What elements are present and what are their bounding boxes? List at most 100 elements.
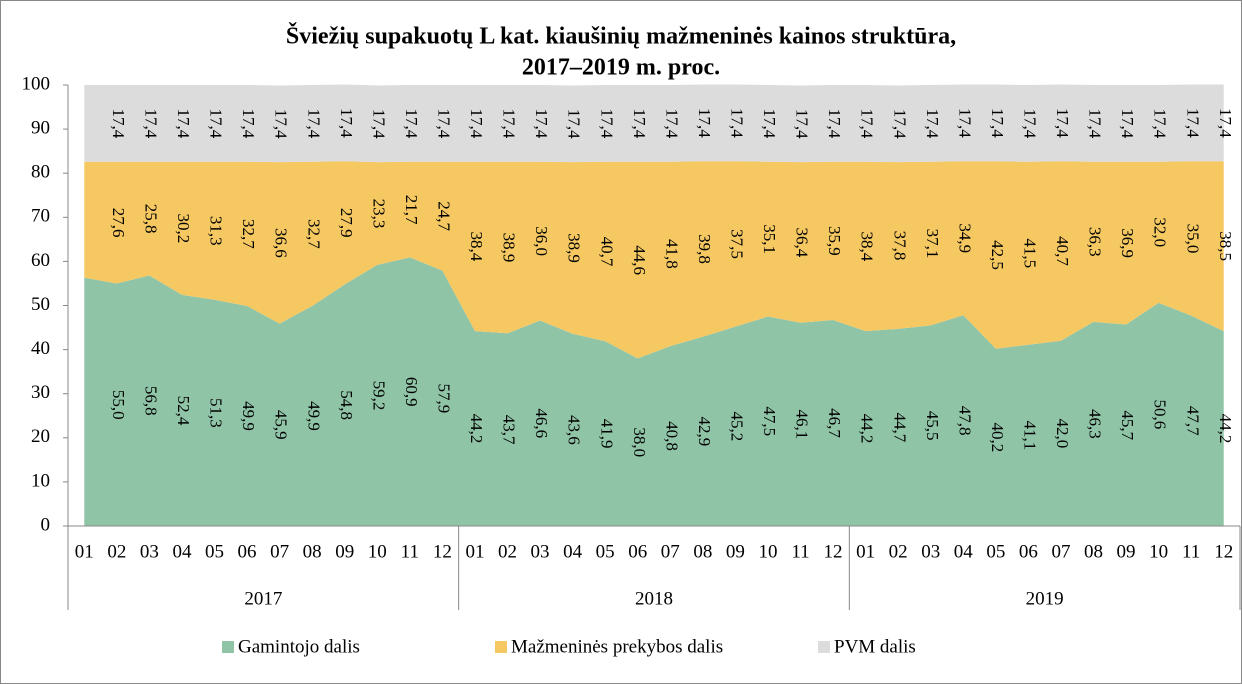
data-label: 55,0	[109, 390, 128, 420]
data-label: 41,5	[1020, 238, 1039, 268]
data-label: 40,7	[597, 237, 616, 267]
x-tick-label: 08	[1084, 541, 1103, 562]
x-tick-label: 12	[824, 541, 843, 562]
data-label: 32,7	[239, 219, 258, 249]
y-tick-label: 70	[31, 206, 50, 227]
data-label: 34,9	[955, 223, 974, 253]
data-label: 42,9	[695, 417, 714, 447]
y-tick-label: 20	[31, 426, 50, 447]
x-tick-label: 09	[726, 541, 745, 562]
data-label: 60,9	[402, 377, 421, 407]
data-label: 45,7	[1118, 410, 1137, 440]
data-label: 51,3	[207, 398, 226, 428]
data-label: 37,5	[727, 229, 746, 259]
x-tick-label: 03	[531, 541, 550, 562]
legend-label: PVM dalis	[834, 636, 916, 657]
data-label: 37,8	[890, 231, 909, 261]
data-label: 44,2	[467, 414, 486, 444]
legend-label: Mažmeninės prekybos dalis	[511, 636, 723, 657]
x-tick-label: 03	[140, 541, 159, 562]
data-label: 41,9	[597, 419, 616, 449]
data-label: 44,2	[1216, 414, 1235, 444]
data-label: 17,4	[955, 108, 974, 138]
x-tick-label: 10	[1149, 541, 1168, 562]
data-label: 47,5	[760, 406, 779, 436]
legend-swatch	[818, 641, 830, 653]
data-label: 17,4	[500, 108, 519, 138]
x-tick-label: 07	[270, 541, 289, 562]
data-label: 35,1	[760, 224, 779, 254]
data-label: 41,1	[1020, 420, 1039, 450]
data-label: 17,4	[467, 108, 486, 138]
data-label: 46,3	[1086, 409, 1105, 439]
data-label: 17,4	[304, 108, 323, 138]
data-label: 17,4	[760, 108, 779, 138]
x-tick-label: 07	[1051, 541, 1070, 562]
y-tick-label: 60	[31, 250, 50, 271]
area	[84, 161, 1224, 359]
data-label: 36,4	[793, 228, 812, 258]
data-label: 17,4	[239, 108, 258, 138]
data-label: 38,9	[565, 233, 584, 263]
data-label: 31,3	[207, 216, 226, 246]
x-tick-label: 04	[172, 541, 192, 562]
data-label: 50,6	[1151, 400, 1170, 430]
data-label: 17,4	[727, 108, 746, 138]
data-label: 36,3	[1086, 227, 1105, 257]
data-label: 36,9	[1118, 228, 1137, 258]
x-tick-label: 07	[661, 541, 680, 562]
data-label: 39,8	[695, 234, 714, 264]
data-label: 17,4	[597, 108, 616, 138]
x-tick-label: 02	[889, 541, 908, 562]
x-tick-label: 02	[498, 541, 517, 562]
data-label: 40,7	[1053, 236, 1072, 266]
data-label: 56,8	[141, 386, 160, 416]
x-tick-label: 04	[563, 541, 583, 562]
data-label: 44,2	[858, 414, 877, 444]
x-tick-label: 10	[368, 541, 387, 562]
data-label: 17,4	[1118, 108, 1137, 138]
y-tick-label: 80	[31, 162, 50, 183]
x-tick-label: 06	[238, 541, 257, 562]
data-label: 32,7	[304, 219, 323, 249]
y-tick-label: 30	[31, 382, 50, 403]
data-label: 38,4	[467, 232, 486, 262]
data-label: 17,4	[402, 108, 421, 138]
data-label: 25,8	[141, 204, 160, 234]
y-tick-label: 100	[22, 73, 51, 94]
y-tick-label: 10	[31, 470, 50, 491]
data-label: 17,4	[1053, 108, 1072, 138]
x-tick-label: 06	[628, 541, 647, 562]
x-tick-label: 03	[921, 541, 940, 562]
data-label: 17,4	[923, 108, 942, 138]
data-label: 17,4	[1020, 108, 1039, 138]
data-label: 47,8	[955, 406, 974, 436]
data-label: 17,4	[109, 108, 128, 138]
area	[84, 257, 1224, 526]
y-tick-label: 90	[31, 117, 50, 138]
data-label: 24,7	[434, 201, 453, 231]
data-label: 43,6	[565, 415, 584, 445]
x-tick-label: 09	[335, 541, 354, 562]
x-tick-label: 12	[1214, 541, 1233, 562]
data-label: 42,5	[988, 240, 1007, 270]
data-label: 17,4	[1086, 108, 1105, 138]
chart-subtitle: 2017–2019 m. proc.	[522, 55, 720, 81]
x-tick-label: 01	[465, 541, 484, 562]
data-label: 43,7	[500, 415, 519, 445]
x-tick-label: 06	[1019, 541, 1038, 562]
data-label: 17,4	[858, 108, 877, 138]
data-label: 35,9	[825, 226, 844, 256]
data-label: 32,0	[1151, 217, 1170, 247]
data-label: 17,4	[662, 108, 681, 138]
data-label: 17,4	[890, 109, 909, 139]
data-label: 38,0	[630, 427, 649, 457]
x-tick-label: 02	[107, 541, 126, 562]
data-label: 42,0	[1053, 419, 1072, 449]
data-label: 17,4	[369, 109, 388, 139]
x-tick-label: 01	[75, 541, 94, 562]
data-label: 17,4	[1216, 108, 1235, 138]
data-label: 17,4	[207, 108, 226, 138]
data-label: 49,9	[304, 401, 323, 431]
data-label: 36,0	[532, 226, 551, 256]
